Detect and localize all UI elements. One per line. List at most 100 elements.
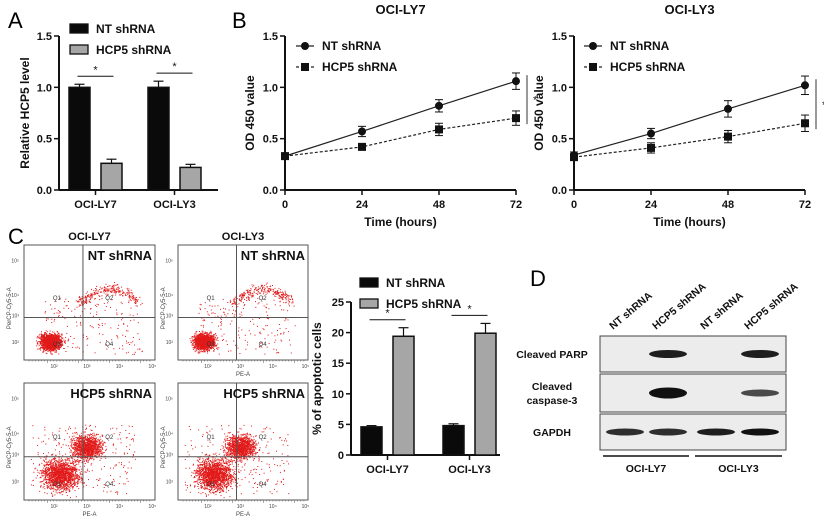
- flow-y-tick-label: 10⁴: [11, 432, 19, 438]
- flow-y-tick-label: 10³: [12, 453, 20, 459]
- flow-plot-hcp5-oci-ly3: Q1 Q2 Q3 Q4 HCP5 shRNA 10² 10³ 10⁴ 10⁵ 10⁵ 10⁴ 10³ 1…: [161, 382, 309, 517]
- x-axis-label: Time (hours): [653, 215, 725, 229]
- flow-y-tick-label: 10⁵: [11, 397, 19, 403]
- flow-condition-label: HCP5 shRNA: [223, 386, 305, 401]
- bar-nt-oci-ly3: [147, 86, 170, 191]
- flow-x-tick-label: 10²: [204, 364, 212, 370]
- flow-y-axis-label: PerCP-Cy5-5-A: [7, 427, 13, 469]
- quadrant-label: Q3: [53, 482, 62, 488]
- x-tick-label: 24: [645, 199, 658, 211]
- legend-label: NT shRNA: [386, 276, 446, 290]
- data-point-nt: [647, 129, 655, 138]
- flow-condition-label: NT shRNA: [241, 248, 306, 263]
- series-line-hcp5: [284, 117, 517, 157]
- flow-x-tick-label: 10²: [204, 504, 212, 510]
- flow-plot-nt-oci-ly7: Q1 Q2 Q3 Q4 NT shRNA 10² 10³ 10⁴ 10⁵ 10⁵ 10⁴ 10³ 10²…: [7, 244, 157, 370]
- y-tick-label: 0.5: [552, 134, 567, 146]
- legend-label: HCP5 shRNA: [96, 43, 172, 57]
- flow-x-tick-label: 10⁵: [149, 364, 157, 370]
- bar-hcp5-oci-ly3: [474, 332, 497, 456]
- lane-label: NT shRNA: [607, 289, 655, 332]
- flow-x-tick-label: 10³: [237, 504, 245, 510]
- flow-y-axis-label: PerCP-Cy5-5-A: [7, 287, 13, 329]
- data-point-nt: [358, 127, 366, 136]
- flow-condition-label: HCP5 shRNA: [70, 386, 152, 401]
- flow-x-tick-label: 10²: [51, 504, 59, 510]
- blot-band: [649, 387, 687, 399]
- flow-plot-hcp5-oci-ly7: Q1 Q2 Q3 Q4 HCP5 shRNA 10² 10³ 10⁴ 10⁵ 10⁵ 10⁴ 10³ 1…: [7, 382, 157, 517]
- flow-y-tick-label: 10²: [12, 340, 20, 346]
- data-point-nt: [724, 104, 732, 113]
- significance-asterisk: *: [467, 303, 472, 315]
- x-axis-label: Time (hours): [364, 215, 436, 229]
- blot-row-label: GAPDH: [533, 427, 571, 439]
- flow-y-axis-label: PerCP-Cy5-5-A: [161, 427, 167, 469]
- flow-y-tick-label: 10²: [166, 480, 174, 486]
- legend-marker-square: [589, 63, 597, 71]
- x-tick-label: 0: [571, 199, 577, 211]
- data-point-hcp5: [570, 153, 578, 162]
- group-label: OCI-LY3: [718, 463, 759, 475]
- flow-y-tick-label: 10³: [166, 313, 174, 319]
- flow-x-tick-label: 10⁴: [116, 504, 124, 510]
- y-tick-label: 1.0: [263, 82, 278, 94]
- y-tick-label: 0.5: [37, 134, 52, 146]
- flow-y-tick-label: 10⁴: [165, 293, 173, 299]
- blot-band: [697, 428, 735, 436]
- y-axis-label: OD 450 value: [243, 75, 257, 151]
- data-point-hcp5: [358, 142, 366, 151]
- y-tick-label: 0.0: [552, 185, 567, 197]
- blot-band: [741, 389, 779, 397]
- flow-x-axis-label: PE-A: [82, 512, 96, 517]
- flow-y-tick-label: 10²: [166, 340, 174, 346]
- bar-hcp5-oci-ly7: [100, 162, 123, 191]
- y-tick-label: 0.0: [37, 185, 52, 197]
- y-axis-label: OD 450 value: [532, 75, 546, 151]
- data-point-nt: [512, 77, 520, 86]
- legend-swatch-nt: [359, 277, 379, 288]
- significance-asterisk: *: [385, 308, 390, 320]
- blot-row-label: Cleaved: [532, 381, 572, 393]
- flow-x-tick-label: 10⁵: [149, 504, 157, 510]
- flow-dots: [35, 282, 143, 355]
- x-tick-label: 24: [356, 199, 369, 211]
- panel-letter-c: C: [8, 224, 24, 249]
- quadrant-label: Q1: [207, 296, 216, 302]
- panel-letter-d: D: [530, 266, 546, 291]
- bar-nt-oci-ly7: [360, 426, 383, 456]
- blot-row-label: Cleaved PARP: [516, 349, 588, 361]
- y-tick-label: 25: [332, 297, 344, 309]
- flow-dots: [189, 282, 296, 355]
- panel-b-line-chart-ly3: OCI-LY3 0.0 0.5 1.0 1.5 0 24 48 72 Time (hours) OD…: [532, 2, 824, 229]
- flow-x-tick-label: 10³: [237, 364, 245, 370]
- flow-x-tick-label: 10⁴: [116, 364, 124, 370]
- lane-label: HCP5 shRNA: [742, 280, 801, 332]
- blot-band: [649, 350, 687, 358]
- series-line-nt: [284, 80, 517, 157]
- x-tick-label: 48: [722, 199, 734, 211]
- y-tick-label: 1.5: [37, 31, 52, 43]
- legend-label: HCP5 shRNA: [386, 297, 462, 311]
- y-tick-label: 0.0: [263, 185, 278, 197]
- flow-y-tick-label: 10⁵: [11, 258, 19, 264]
- blot-band: [606, 428, 644, 436]
- quadrant-label: Q3: [207, 342, 216, 348]
- data-point-hcp5: [724, 132, 732, 141]
- quadrant-label: Q4: [105, 342, 114, 348]
- legend-swatch-hcp5: [69, 44, 89, 55]
- y-tick-label: 1.5: [263, 31, 278, 43]
- significance-asterisk: *: [533, 95, 538, 107]
- flow-x-tick-label: 10⁴: [269, 504, 277, 510]
- series-line-nt: [573, 84, 806, 156]
- flow-y-tick-label: 10²: [12, 480, 20, 486]
- flow-x-tick-label: 10²: [51, 364, 59, 370]
- y-tick-label: 20: [332, 328, 344, 340]
- flow-y-tick-label: 10⁴: [11, 293, 19, 299]
- y-tick-label: 1.0: [37, 82, 52, 94]
- blot-row-label: caspase-3: [527, 395, 578, 407]
- flow-x-tick-label: 10³: [83, 504, 91, 510]
- bar-hcp5-oci-ly3: [179, 166, 202, 191]
- y-axis-label: Relative HCP5 level: [18, 57, 32, 168]
- quadrant-label: Q1: [53, 435, 62, 441]
- flow-plot-nt-oci-ly3: Q1 Q2 Q3 Q4 NT shRNA 10² 10³ 10⁴ 10⁵ 10⁵ 10⁴ 10³ 10²…: [161, 244, 309, 378]
